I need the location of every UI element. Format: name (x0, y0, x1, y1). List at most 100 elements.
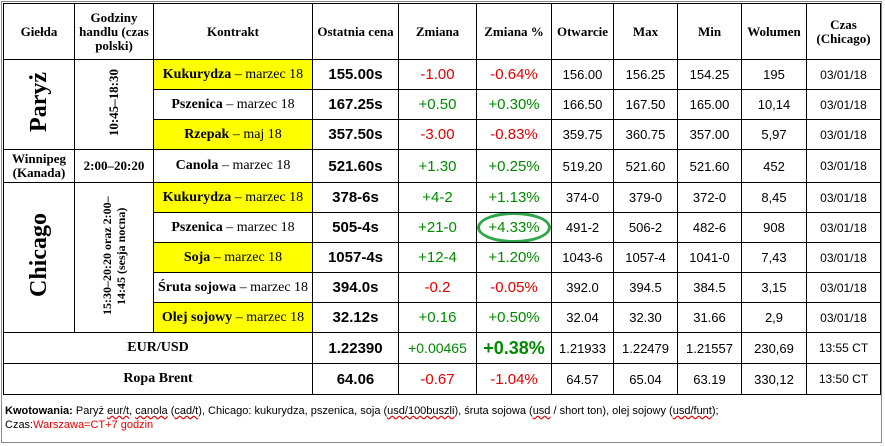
instrument-brent: Ropa Brent (3, 363, 313, 395)
max: 32.30 (613, 302, 678, 333)
hours-paris-label: 10:45–18:30 (106, 68, 121, 137)
time: 03/01/18 (806, 149, 881, 183)
volume: 3,15 (741, 272, 807, 303)
table-row: Pszenica – marzec 18 167.25s +0.50 +0.30… (4, 89, 881, 120)
instrument-eurusd: EUR/USD (3, 332, 313, 364)
contract-cell: Kukurydza – marzec 18 (153, 59, 313, 90)
change: +0.16 (398, 302, 477, 333)
table-row: Winnipeg (Kanada) 2:00–20:20 Canola – ma… (3, 149, 881, 183)
header-last-price: Ostatnia cena (312, 3, 399, 60)
table-row: Soja – marzec 18 1057-4s +12-4 +1.20% 10… (4, 242, 881, 273)
change: +1.30 (398, 149, 477, 183)
header-volume: Wolumen (741, 3, 807, 60)
header-row: Giełda Godziny handlu (czas polski) Kont… (3, 3, 881, 60)
time: 13:50 CT (806, 363, 881, 395)
header-change: Zmiana (398, 3, 477, 60)
change: -3.00 (398, 119, 477, 150)
time: 03/01/18 (806, 59, 881, 90)
time: 03/01/18 (806, 89, 881, 120)
exchange-paris: Paryż (3, 59, 75, 150)
volume: 8,45 (741, 182, 807, 213)
hours-chicago: 15:30–20:20 oraz 2:00–14:45 (sesja nocna… (74, 182, 154, 333)
change: -1.00 (398, 59, 477, 90)
header-min: Min (677, 3, 742, 60)
min: 372-0 (677, 182, 742, 213)
quotes-table: Giełda Godziny handlu (czas polski) Kont… (3, 3, 881, 395)
contract-cell: Pszenica – marzec 18 (153, 89, 313, 120)
volume: 330,12 (741, 363, 807, 395)
volume: 7,43 (741, 242, 807, 273)
max: 521.60 (613, 149, 678, 183)
change-pct: -0.64% (476, 59, 552, 90)
header-time: Czas (Chicago) (806, 3, 881, 60)
hours-winnipeg: 2:00–20:20 (74, 149, 154, 183)
open: 1.21933 (551, 332, 614, 364)
change-pct-highlighted: +4.33% (476, 212, 552, 243)
change-pct: -0.05% (476, 272, 552, 303)
time: 03/01/18 (806, 182, 881, 213)
table-row: Paryż 10:45–18:30 Kukurydza – marzec 18 … (3, 59, 881, 150)
change: -0.67 (398, 363, 477, 395)
contract-cell: Pszenica – marzec 18 (153, 212, 313, 243)
contract-cell: Kukurydza – marzec 18 (153, 182, 313, 213)
change-pct: +0.25% (476, 149, 552, 183)
hours-chicago-label: 15:30–20:20 oraz 2:00–14:45 (sesja nocna… (100, 196, 128, 315)
min: 384.5 (677, 272, 742, 303)
last-price: 32.12s (312, 302, 399, 333)
max: 394.5 (613, 272, 678, 303)
header-open: Otwarcie (551, 3, 614, 60)
header-change-pct: Zmiana % (476, 3, 552, 60)
time: 03/01/18 (806, 212, 881, 243)
volume: 908 (741, 212, 807, 243)
time: 13:55 CT (806, 332, 881, 364)
change: +4-2 (398, 182, 477, 213)
contract-cell: Olej sojowy – marzec 18 (153, 302, 313, 333)
open: 64.57 (551, 363, 614, 395)
max: 379-0 (613, 182, 678, 213)
time: 03/01/18 (806, 119, 881, 150)
volume: 10,14 (741, 89, 807, 120)
quotation-note: Kwotowania: Paryż eur/t, canola (cad/t),… (5, 404, 881, 432)
change-pct: +1.13% (476, 182, 552, 213)
time: 03/01/18 (806, 302, 881, 333)
change-pct: +1.20% (476, 242, 552, 273)
open: 166.50 (551, 89, 614, 120)
open: 491-2 (551, 212, 614, 243)
header-contract: Kontrakt (153, 3, 313, 60)
change-pct: +0.50% (476, 302, 552, 333)
volume: 230,69 (741, 332, 807, 364)
last-price: 505-4s (312, 212, 399, 243)
min: 1041-0 (677, 242, 742, 273)
hours-paris: 10:45–18:30 (74, 59, 154, 150)
min: 165.00 (677, 89, 742, 120)
table-row: Chicago 15:30–20:20 oraz 2:00–14:45 (ses… (3, 182, 881, 333)
max: 1057-4 (613, 242, 678, 273)
change-pct: +0.38% (476, 332, 552, 364)
header-max: Max (613, 3, 678, 60)
table-row: Ropa Brent 64.06 -0.67 -1.04% 64.57 65.0… (3, 363, 881, 395)
table-row: Pszenica – marzec 18 505-4s +21-0 +4.33%… (4, 212, 881, 243)
quotation-units-line: Kwotowania: Paryż eur/t, canola (cad/t),… (5, 405, 719, 417)
change: +21-0 (398, 212, 477, 243)
header-exchange: Giełda (3, 3, 75, 60)
volume: 195 (741, 59, 807, 90)
change: +0.00465 (398, 332, 477, 364)
change-pct: -1.04% (476, 363, 552, 395)
exchange-winnipeg: Winnipeg (Kanada) (3, 149, 75, 183)
open: 392.0 (551, 272, 614, 303)
volume: 452 (741, 149, 807, 183)
last-price: 521.60s (312, 149, 399, 183)
min: 521.60 (677, 149, 742, 183)
time-zone-line: Czas:Warszawa=CT+7 godzin (5, 419, 154, 431)
max: 167.50 (613, 89, 678, 120)
max: 65.04 (613, 363, 678, 395)
exchange-paris-label: Paryż (25, 72, 52, 132)
last-price: 378-6s (312, 182, 399, 213)
min: 31.66 (677, 302, 742, 333)
last-price: 394.0s (312, 272, 399, 303)
max: 1.22479 (613, 332, 678, 364)
open: 32.04 (551, 302, 614, 333)
open: 359.75 (551, 119, 614, 150)
highlight-circle: +4.33% (477, 213, 551, 242)
